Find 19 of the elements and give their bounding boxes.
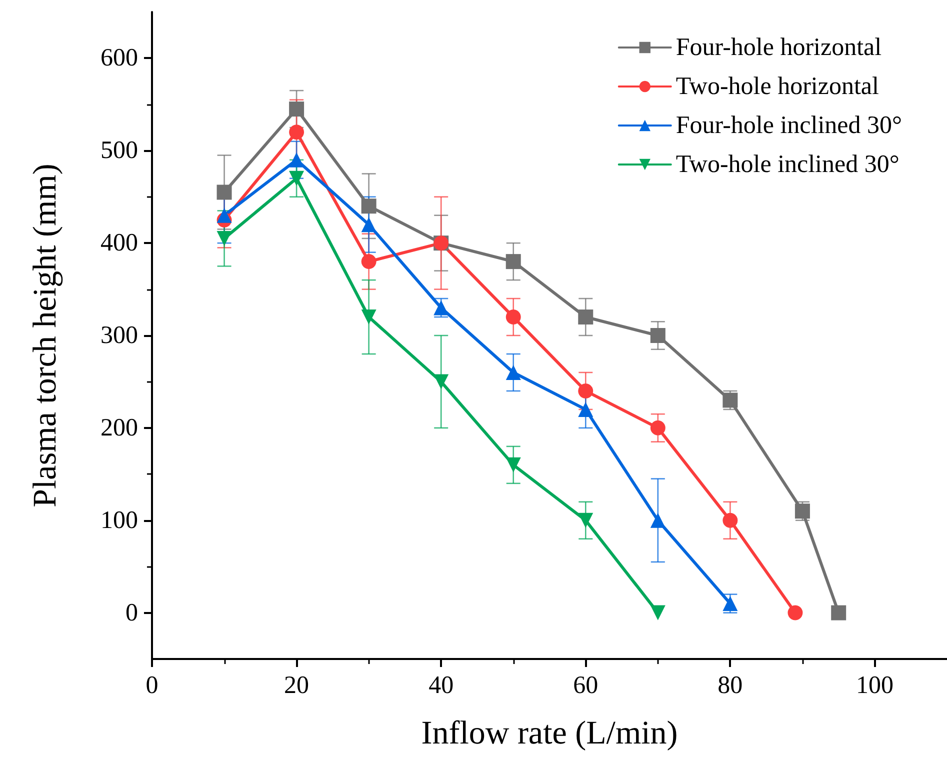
legend-label: Four-hole inclined 30°	[676, 112, 902, 139]
x-tick-label: 0	[146, 672, 158, 699]
y-tick-label: 500	[100, 137, 138, 164]
x-tick-label: 100	[856, 672, 894, 699]
legend-label: Two-hole inclined 30°	[676, 151, 900, 178]
x-axis-title: Inflow rate (L/min)	[421, 716, 678, 752]
y-tick-label: 400	[100, 230, 138, 257]
legend-label: Four-hole horizontal	[676, 34, 882, 61]
x-tick-label: 60	[573, 672, 598, 699]
legend-label: Two-hole horizontal	[676, 73, 879, 100]
y-axis-title: Plasma torch height (mm)	[28, 164, 64, 508]
y-tick-label: 600	[100, 44, 138, 72]
x-tick-label: 20	[284, 672, 310, 699]
x-tick-label: 40	[428, 672, 454, 699]
y-tick-label: 200	[100, 414, 138, 442]
y-tick-label: 100	[100, 506, 138, 534]
x-tick-label: 80	[718, 672, 743, 699]
y-tick-label: 300	[100, 322, 138, 349]
y-tick-label: 0	[126, 599, 138, 626]
